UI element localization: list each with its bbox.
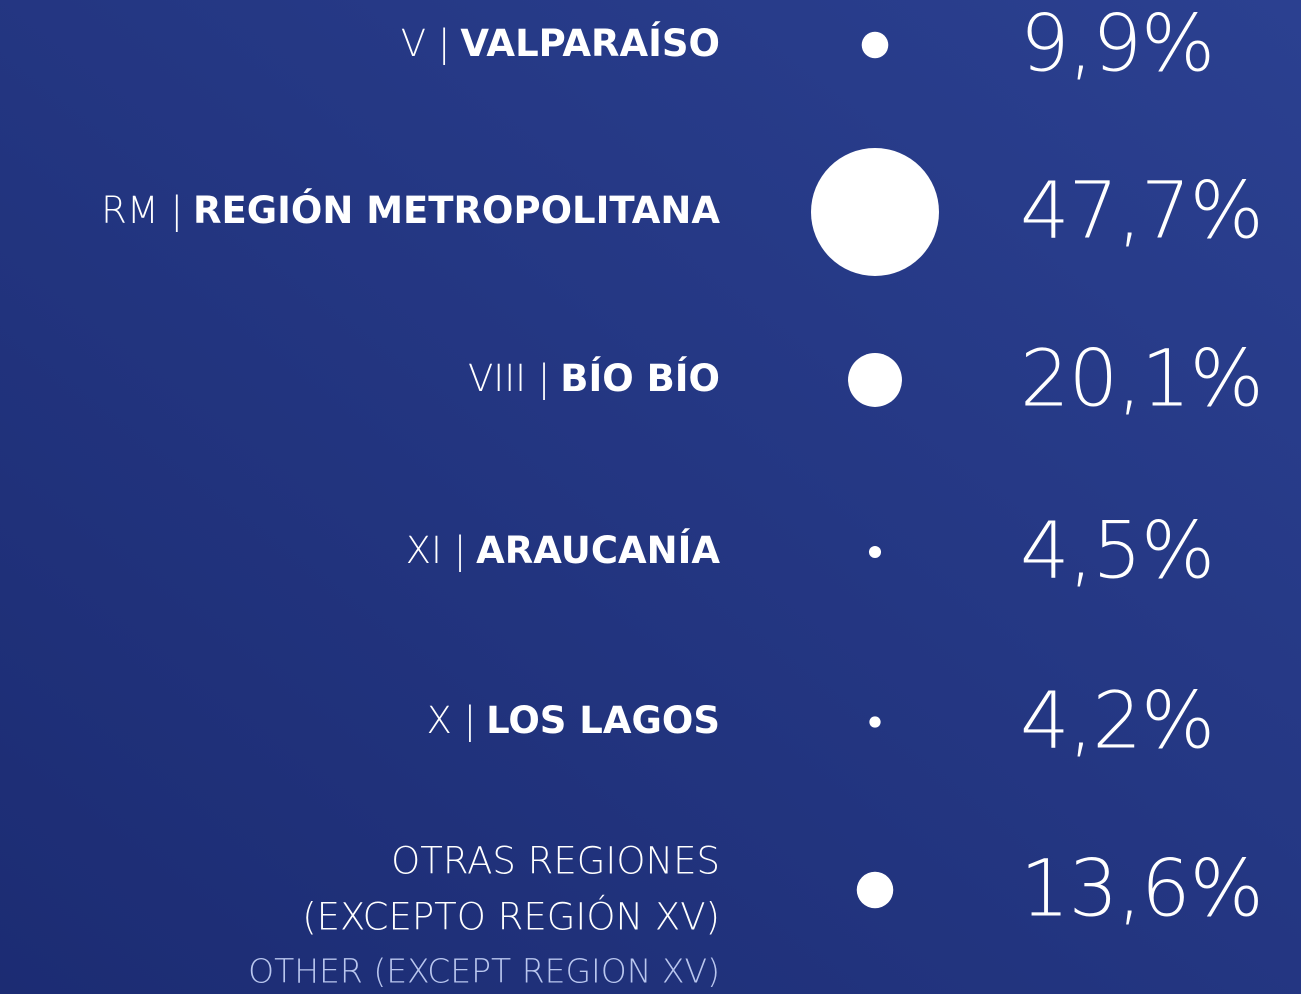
value-label: 20,1% bbox=[1020, 335, 1263, 425]
category-name: VALPARAÍSO bbox=[460, 21, 720, 65]
value-label: 13,6% bbox=[1020, 845, 1263, 935]
bubble bbox=[848, 353, 902, 407]
category-code: V | bbox=[401, 22, 451, 65]
category-label: VIII | BÍO BÍO bbox=[468, 356, 720, 400]
value-label: 9,9% bbox=[1020, 0, 1214, 90]
bubble bbox=[811, 148, 939, 276]
category-name: BÍO BÍO bbox=[560, 356, 720, 400]
bubble bbox=[868, 545, 882, 559]
category-translation: OTHER (EXCEPT REGION XV) bbox=[248, 952, 720, 991]
category-label: V | VALPARAÍSO bbox=[401, 21, 720, 65]
category-code: XI | bbox=[406, 529, 467, 572]
value-label: 47,7% bbox=[1020, 167, 1263, 257]
category-name: REGIÓN METROPOLITANA bbox=[193, 188, 720, 232]
category-code: X | bbox=[426, 699, 476, 742]
category-code: RM | bbox=[101, 189, 183, 232]
category-name: LOS LAGOS bbox=[486, 699, 720, 742]
category-label: (EXCEPTO REGIÓN XV) bbox=[302, 895, 720, 939]
bubble bbox=[856, 871, 894, 909]
value-label: 4,5% bbox=[1020, 507, 1214, 597]
category-label: XI | ARAUCANÍA bbox=[406, 528, 721, 572]
category-label: OTRAS REGIONES bbox=[391, 840, 720, 883]
category-label: X | LOS LAGOS bbox=[426, 699, 720, 742]
category-name: ARAUCANÍA bbox=[476, 528, 720, 572]
value-label: 4,2% bbox=[1020, 677, 1214, 767]
category-code: VIII | bbox=[468, 357, 550, 400]
bubble bbox=[861, 31, 889, 59]
category-label: RM | REGIÓN METROPOLITANA bbox=[101, 188, 720, 232]
bubble bbox=[869, 716, 881, 728]
